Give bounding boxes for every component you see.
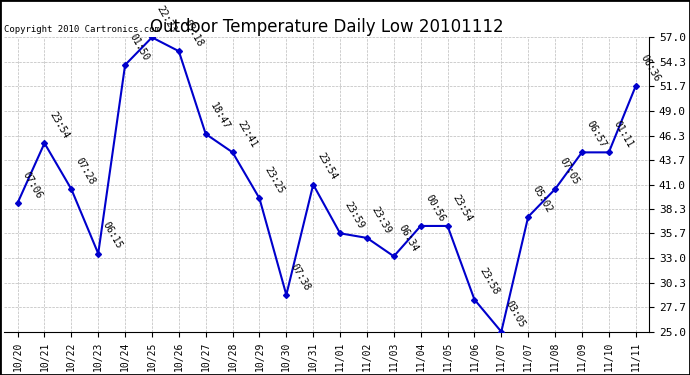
Text: 07:38: 07:38 <box>289 262 313 292</box>
Text: 07:06: 07:06 <box>21 170 43 200</box>
Text: 23:54: 23:54 <box>47 110 70 140</box>
Text: 22:41: 22:41 <box>235 119 259 150</box>
Text: 23:54: 23:54 <box>316 152 339 182</box>
Text: 06:15: 06:15 <box>101 220 124 251</box>
Text: 23:59: 23:59 <box>343 200 366 231</box>
Title: Outdoor Temperature Daily Low 20101112: Outdoor Temperature Daily Low 20101112 <box>150 18 504 36</box>
Text: 06:34: 06:34 <box>397 223 420 254</box>
Text: 07:28: 07:28 <box>74 156 97 186</box>
Text: 01:11: 01:11 <box>611 119 635 150</box>
Text: 23:25: 23:25 <box>262 165 286 196</box>
Text: 07:05: 07:05 <box>558 156 581 186</box>
Text: 23:39: 23:39 <box>370 205 393 235</box>
Text: 18:47: 18:47 <box>208 101 232 131</box>
Text: 22:23: 22:23 <box>155 4 178 34</box>
Text: 23:54: 23:54 <box>451 193 474 223</box>
Text: 06:57: 06:57 <box>584 119 608 150</box>
Text: 01:50: 01:50 <box>128 32 151 62</box>
Text: 05:02: 05:02 <box>531 183 554 214</box>
Text: 00:56: 00:56 <box>424 193 447 223</box>
Text: 06:36: 06:36 <box>638 53 662 83</box>
Text: 23:58: 23:58 <box>477 266 500 297</box>
Text: 03:18: 03:18 <box>181 18 205 48</box>
Text: 03:05: 03:05 <box>504 298 527 329</box>
Text: Copyright 2010 Cartronics.com: Copyright 2010 Cartronics.com <box>4 26 160 34</box>
